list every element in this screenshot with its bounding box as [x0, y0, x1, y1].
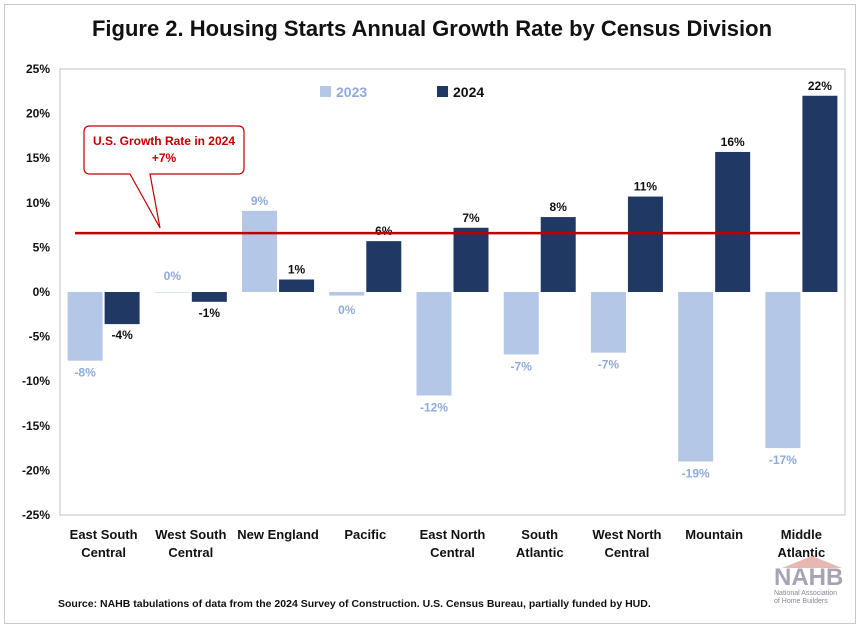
- category-label: East North: [420, 527, 486, 542]
- y-tick-label: 25%: [26, 62, 50, 76]
- bar-2024: [802, 95, 838, 292]
- bar-2023: [154, 292, 190, 293]
- category-label: Pacific: [344, 527, 386, 542]
- y-tick-label: -5%: [29, 330, 51, 344]
- bar-2023: [416, 292, 452, 396]
- bar-2023-label: -19%: [682, 466, 710, 480]
- logo-roof-shape: [782, 556, 842, 568]
- bar-2024: [104, 292, 140, 325]
- bar-2023: [329, 292, 365, 296]
- bar-2024: [540, 217, 576, 292]
- category-label: Central: [605, 545, 650, 560]
- bar-2024-label: 1%: [288, 263, 306, 277]
- source-note: Source: NAHB tabulations of data from th…: [58, 598, 651, 610]
- bar-2023-label: -8%: [74, 366, 96, 380]
- bar-2023-label: -12%: [420, 400, 448, 414]
- legend-swatch-2023: [320, 86, 331, 97]
- category-label: West North: [592, 527, 661, 542]
- y-tick-label: -10%: [22, 374, 50, 388]
- category-label: Central: [168, 545, 213, 560]
- bar-2024: [366, 241, 402, 292]
- bar-2024-label: 16%: [721, 135, 745, 149]
- bar-2024: [627, 196, 663, 292]
- bar-2024: [191, 292, 227, 302]
- category-label: Central: [430, 545, 475, 560]
- bar-2024-label: 8%: [550, 200, 568, 214]
- plot-area: [59, 68, 846, 516]
- bar-2024: [279, 279, 315, 292]
- category-label: Central: [81, 545, 126, 560]
- category-label: East South: [70, 527, 138, 542]
- logo-subtitle-2: of Home Builders: [774, 598, 828, 605]
- category-label: West South: [155, 527, 226, 542]
- y-tick-label: 15%: [26, 151, 50, 165]
- legend-label-2023: 2023: [336, 84, 367, 100]
- category-label: Mountain: [685, 527, 743, 542]
- bar-2023-label: -17%: [769, 453, 797, 467]
- bar-2024-label: 11%: [634, 180, 658, 194]
- y-tick-label: -20%: [22, 463, 50, 477]
- callout-box: [83, 125, 245, 229]
- bar-2024-label: 22%: [808, 79, 832, 93]
- y-tick-label: 5%: [33, 240, 51, 254]
- bar-2024-label: -4%: [111, 328, 133, 342]
- category-label: New England: [237, 527, 319, 542]
- y-tick-label: 0%: [33, 285, 51, 299]
- callout-title: U.S. Growth Rate in 2024: [93, 134, 235, 148]
- bar-2023: [765, 292, 801, 449]
- logo-word: NAHB: [774, 564, 844, 591]
- legend-swatch-2024: [437, 86, 448, 97]
- callout-value: +7%: [152, 151, 177, 165]
- y-tick-label: -25%: [22, 508, 50, 522]
- bar-2023: [242, 210, 278, 292]
- bar-2023-label: 9%: [251, 194, 269, 208]
- category-label: South: [521, 527, 558, 542]
- legend-label-2024: 2024: [453, 84, 484, 100]
- nahb-logo: NAHB National Association of Home Builde…: [774, 556, 848, 606]
- y-tick-label: -15%: [22, 419, 50, 433]
- bar-2024-label: -1%: [199, 306, 221, 320]
- bar-2023: [503, 292, 539, 355]
- bar-2023: [678, 292, 714, 462]
- category-label: Atlantic: [516, 545, 564, 560]
- bar-2023-label: 0%: [338, 303, 356, 317]
- category-label: Middle: [781, 527, 822, 542]
- bar-2023: [67, 292, 103, 361]
- chart-title: Figure 2. Housing Starts Annual Growth R…: [91, 16, 773, 41]
- logo-subtitle-1: National Association: [774, 590, 838, 597]
- bar-2023-label: -7%: [598, 358, 620, 372]
- bar-2023-label: -7%: [511, 359, 533, 373]
- bar-2023: [590, 292, 626, 353]
- y-tick-label: 20%: [26, 107, 50, 121]
- bar-2023-label: 0%: [164, 269, 182, 283]
- y-tick-label: 10%: [26, 196, 50, 210]
- bar-2024-label: 7%: [462, 211, 480, 225]
- bar-2024-label: 6%: [375, 224, 393, 238]
- bar-2024: [715, 151, 751, 292]
- bar-2024: [453, 227, 489, 292]
